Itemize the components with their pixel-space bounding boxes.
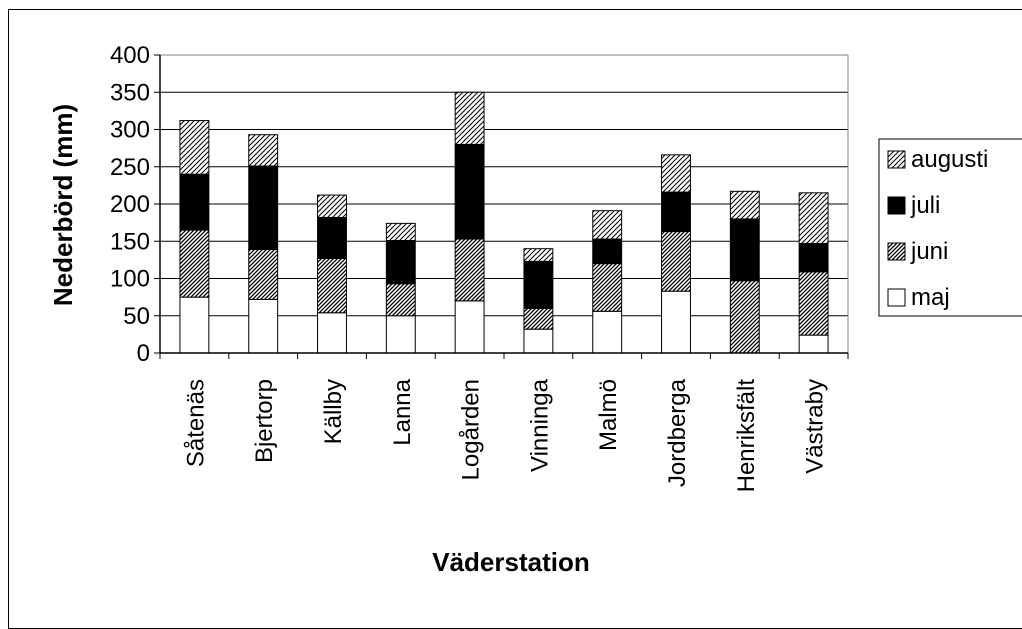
bar-segment-augusti (180, 121, 209, 175)
legend-label-juli: juli (910, 192, 940, 219)
x-tick-label: Såtenäs (182, 379, 209, 467)
bar-segment-juni (386, 284, 415, 316)
x-tick-label: Lanna (389, 378, 416, 445)
x-tick-labels: Såtenäs Bjertorp Källby Lanna Logården Vinnin… (160, 353, 848, 492)
y-tick-label: 300 (110, 117, 150, 144)
legend-swatch-juli (888, 197, 905, 214)
bar-segment-juli (180, 174, 209, 230)
legend-swatch-augusti (888, 151, 905, 168)
bar-segment-juli (662, 192, 691, 231)
legend: augusti juli juni maj (879, 139, 1022, 316)
bar-segment-juli (799, 243, 828, 271)
bar-segment-juli (524, 261, 553, 308)
bar-segment-maj (455, 301, 484, 353)
y-tick-label: 400 (110, 42, 150, 69)
x-tick-label: Västraby (802, 379, 829, 474)
bar-segment-juni (249, 249, 278, 299)
bar-segment-juli (318, 217, 347, 258)
x-tick-label: Henriksfält (733, 379, 760, 493)
bar-segment-maj (593, 311, 622, 353)
y-tick-label: 100 (110, 266, 150, 293)
bar-segment-maj (318, 313, 347, 353)
legend-label-maj: maj (911, 284, 950, 311)
y-tick-labels: 0 50 100 150 200 250 300 350 400 (110, 42, 160, 367)
bar-segment-juni (524, 308, 553, 329)
bar-segment-juni (593, 264, 622, 312)
bar-segment-augusti (249, 135, 278, 166)
bar-segment-augusti (730, 191, 759, 219)
bar-segment-maj (524, 329, 553, 353)
bar-segment-juni (730, 281, 759, 353)
x-tick-label: Vinninga (526, 378, 553, 472)
bar-segment-juli (730, 219, 759, 281)
y-tick-label: 250 (110, 154, 150, 181)
bar-segment-juni (318, 258, 347, 312)
bar-segment-maj (386, 316, 415, 353)
y-tick-label: 0 (137, 340, 150, 367)
bar-segment-maj (180, 297, 209, 353)
bar-segment-juli (249, 166, 278, 249)
bar-segment-juni (799, 272, 828, 335)
bar-segment-juli (593, 239, 622, 264)
legend-label-juni: juni (910, 238, 948, 265)
y-tick-label: 200 (110, 191, 150, 218)
bars (180, 92, 828, 353)
bar-segment-augusti (593, 211, 622, 239)
y-tick-label: 50 (123, 303, 150, 330)
x-tick-label: Malmö (595, 379, 622, 451)
bar-segment-augusti (524, 249, 553, 262)
bar-segment-maj (799, 335, 828, 353)
y-axis-title: Nederbörd (mm) (48, 104, 78, 306)
legend-swatch-juni (888, 243, 905, 260)
legend-label-augusti: augusti (911, 146, 988, 173)
bar-segment-maj (249, 299, 278, 353)
y-tick-label: 150 (110, 228, 150, 255)
bar-segment-juli (386, 241, 415, 284)
y-tick-label: 350 (110, 79, 150, 106)
x-axis-title: Väderstation (432, 547, 590, 577)
bar-segment-maj (662, 291, 691, 353)
bar-segment-augusti (386, 223, 415, 240)
x-tick-label: Källby (320, 379, 347, 444)
bar-segment-juni (455, 239, 484, 301)
x-tick-label: Jordberga (664, 378, 691, 487)
bar-segment-augusti (799, 193, 828, 244)
x-tick-label: Bjertorp (251, 379, 278, 463)
x-tick-label: Logården (458, 379, 485, 480)
stacked-bar-chart: 0 50 100 150 200 250 300 350 400 Såtenäs Bjertorp… (0, 0, 1022, 607)
legend-swatch-maj (888, 289, 905, 306)
bar-segment-juni (180, 230, 209, 297)
bar-segment-augusti (662, 155, 691, 192)
bar-segment-juni (662, 232, 691, 292)
bar-segment-juli (455, 144, 484, 239)
bar-segment-augusti (318, 195, 347, 217)
bar-segment-augusti (455, 92, 484, 144)
